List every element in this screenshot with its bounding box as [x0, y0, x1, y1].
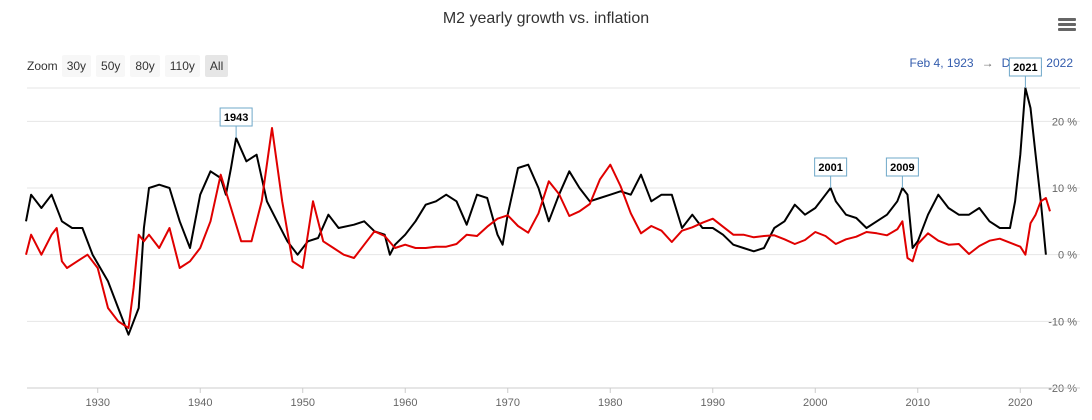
x-tick-label: 1930 — [85, 397, 109, 409]
flag-box — [1008, 57, 1042, 77]
flag-label: 2009 — [890, 162, 914, 174]
x-tick-label: 1960 — [393, 397, 417, 409]
y-tick-label: -20 % — [1048, 383, 1077, 395]
chart-title: M2 yearly growth vs. inflation — [442, 10, 650, 27]
x-tick-label: 2000 — [803, 397, 827, 409]
x-tick-label: 1970 — [496, 397, 520, 409]
flag-box — [814, 157, 848, 177]
range-from[interactable]: Feb 4, 1923 — [909, 56, 974, 70]
y-tick-label: 20 % — [1052, 116, 1077, 128]
flag-label: 1943 — [224, 112, 248, 124]
x-tick-label: 2010 — [906, 397, 930, 409]
flag-2001[interactable]: 2001 — [814, 157, 848, 188]
flag-2009[interactable]: 2009 — [885, 157, 919, 188]
zoom-label: Zoom — [27, 59, 58, 73]
y-tick-label: -10 % — [1048, 316, 1077, 328]
flag-box — [219, 107, 253, 127]
flag-label: 2021 — [1013, 62, 1037, 74]
inflation-line[interactable] — [25, 127, 1051, 329]
zoom-50y-button[interactable]: 50y — [96, 55, 126, 77]
y-tick-label: 10 % — [1052, 183, 1077, 195]
range-selector: Zoom 30y 50y 80y 110y All — [27, 55, 233, 77]
zoom-110y-button[interactable]: 110y — [164, 55, 200, 77]
x-tick-label: 1990 — [701, 397, 725, 409]
zoom-all-button[interactable]: All — [204, 55, 229, 77]
menu-icon[interactable] — [1058, 18, 1076, 32]
range-separator: → — [981, 56, 994, 70]
zoom-30y-button[interactable]: 30y — [61, 55, 92, 77]
flag-1943[interactable]: 1943 — [219, 107, 253, 138]
flag-label: 2001 — [818, 162, 842, 174]
x-tick-label: 1950 — [290, 397, 314, 409]
x-tick-label: 1940 — [188, 397, 212, 409]
flag-box — [885, 157, 919, 177]
flag-2021[interactable]: 2021 — [1008, 57, 1042, 88]
y-tick-label: 0 % — [1058, 250, 1077, 262]
x-tick-label: 2020 — [1008, 397, 1032, 409]
m2-growth-line[interactable] — [25, 87, 1047, 336]
x-tick-label: 1980 — [598, 397, 622, 409]
zoom-80y-button[interactable]: 80y — [130, 55, 160, 77]
